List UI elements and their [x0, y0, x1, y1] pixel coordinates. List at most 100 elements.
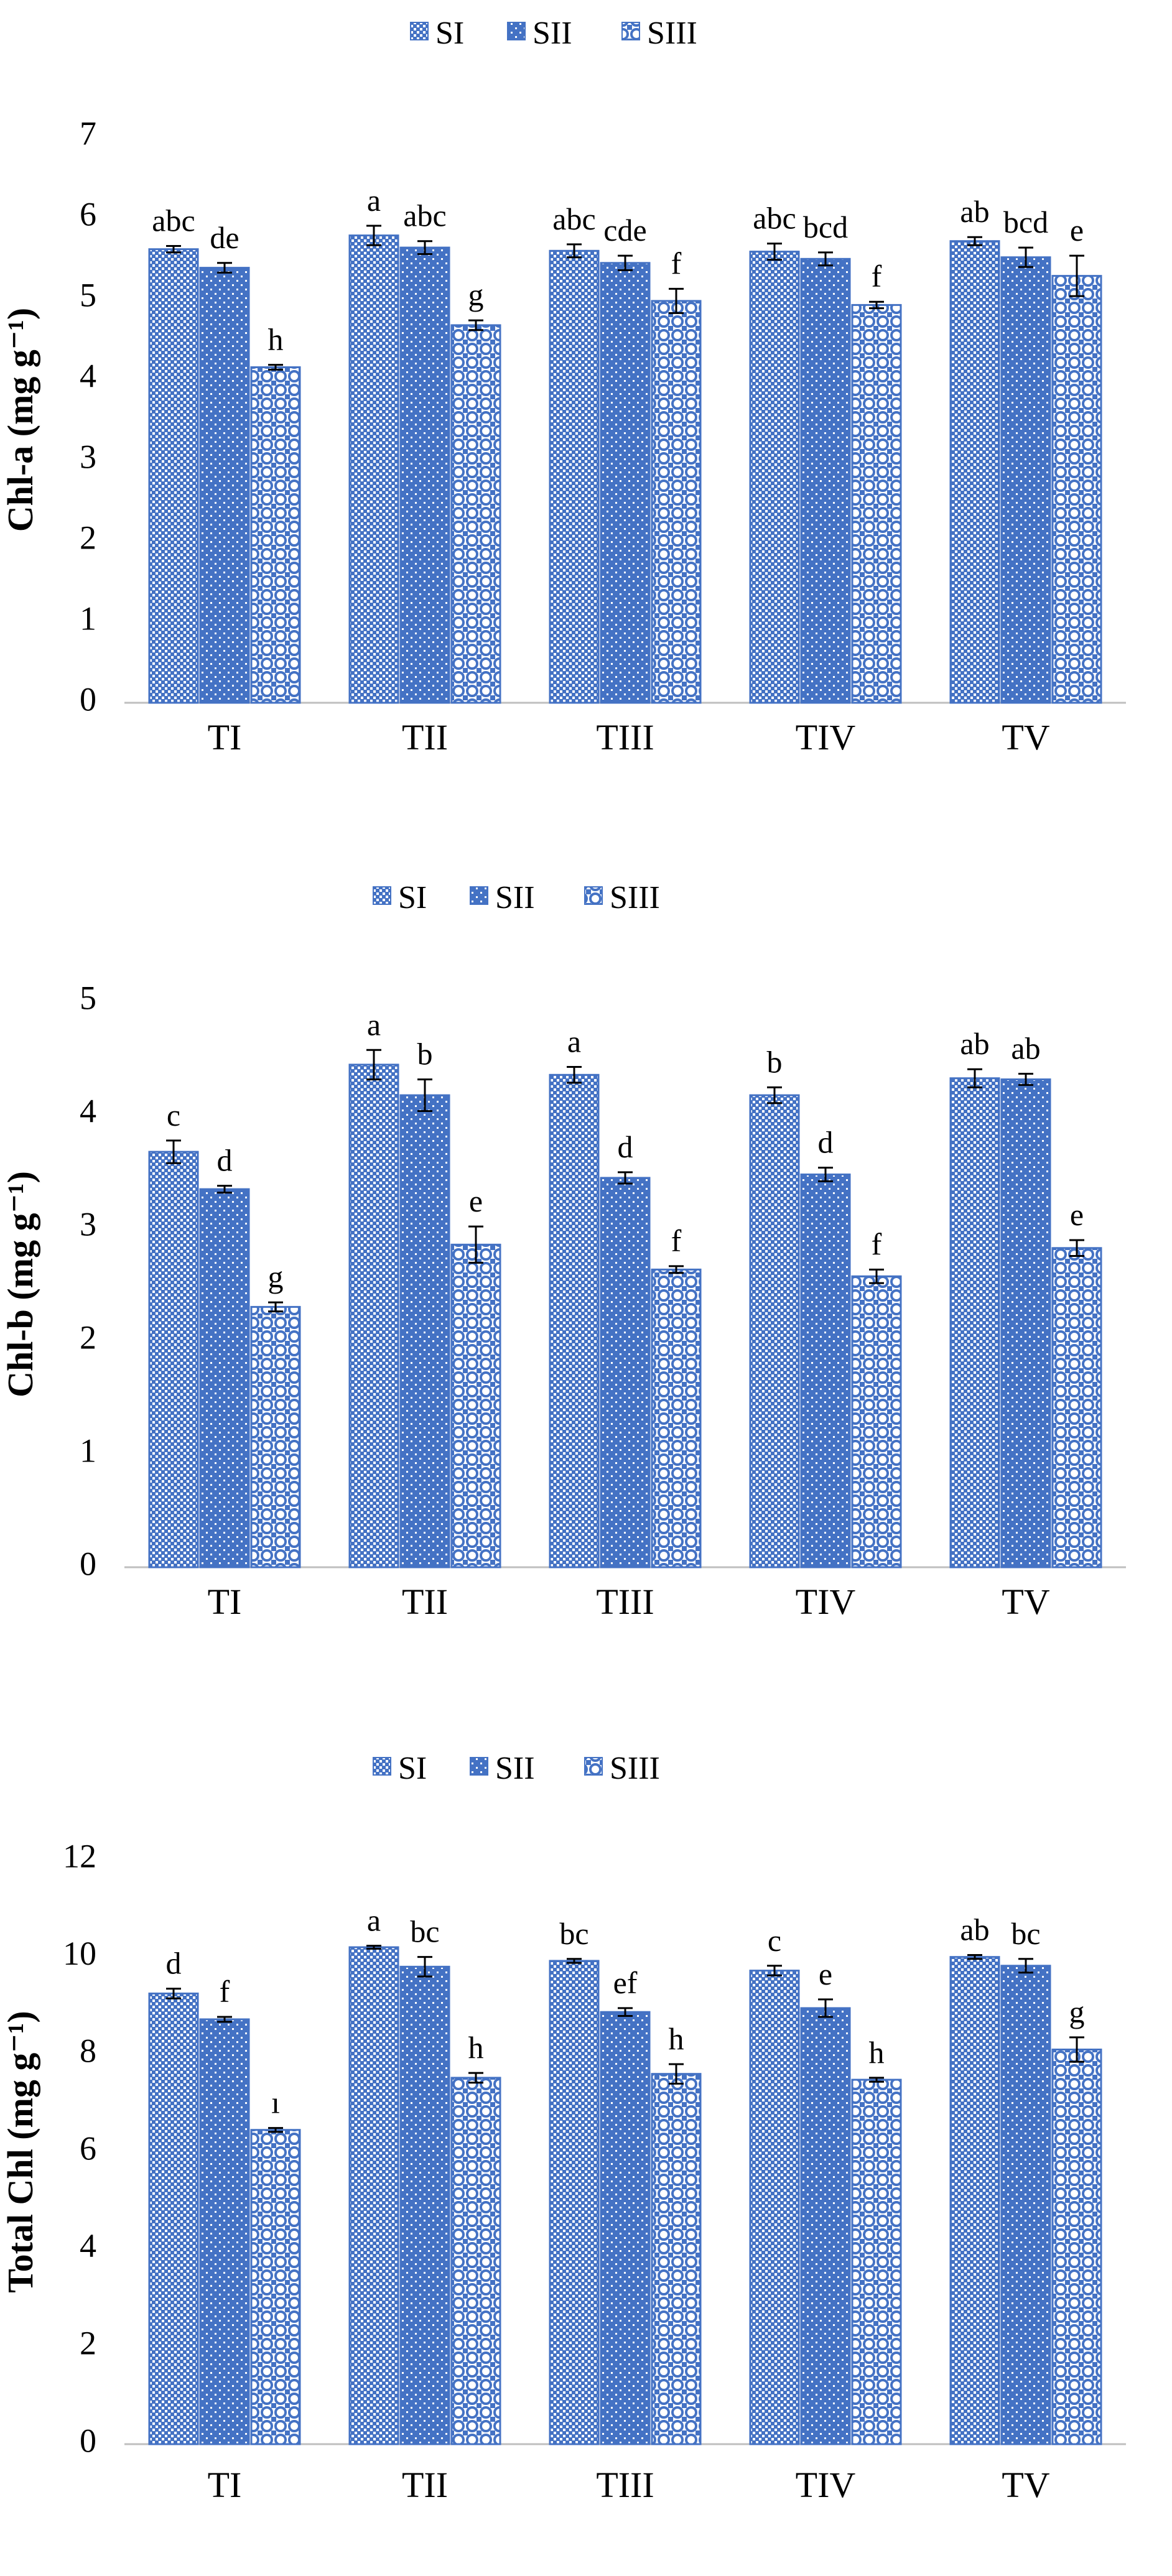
significance-letter: h [268, 322, 284, 357]
error-bar [468, 319, 483, 331]
legend-item-si: SI [373, 880, 427, 915]
y-tick-label: 6 [80, 195, 96, 233]
legend-swatch [373, 1757, 391, 1776]
chart-svg: SI SII SIII 0 2 4 6 8 10 12 Total Chl (mg g⁻¹) d f ı T… [0, 1751, 1126, 2505]
error-bar [869, 300, 884, 310]
error-bar [767, 1965, 782, 1976]
y-axis-title: Chl-b (mg g⁻¹) [0, 1171, 40, 1397]
significance-letter: bc [559, 1916, 588, 1951]
legend-label: SII [495, 880, 535, 915]
y-tick-label: 7 [80, 114, 96, 152]
legend-item-si: SI [410, 16, 464, 51]
significance-letter: f [872, 259, 882, 294]
significance-letter: g [268, 1259, 284, 1294]
legend-label: SI [398, 1751, 427, 1786]
error-bar [869, 1268, 884, 1284]
y-tick-label: 12 [63, 1837, 96, 1874]
bar-siii-tv [1051, 1247, 1102, 1568]
error-bar [967, 1068, 982, 1088]
error-bar [618, 2007, 633, 2017]
bar-siii-tiv [851, 303, 902, 704]
bar-si-tv [949, 1077, 1000, 1568]
significance-letter: e [469, 1184, 483, 1218]
error-bar [1018, 1958, 1033, 1974]
legend-swatch [470, 1757, 488, 1776]
legend-swatch [470, 886, 488, 905]
x-tick-label-tiii: TIII [596, 717, 654, 758]
error-bar [618, 1171, 633, 1185]
error-bar [669, 287, 684, 314]
x-tick-label-tv: TV [1002, 717, 1049, 758]
significance-letter: a [367, 1007, 381, 1042]
significance-letter: f [220, 1974, 230, 2009]
significance-letter: h [669, 2021, 684, 2056]
significance-letter: e [1070, 213, 1084, 248]
x-tick-label-tv: TV [1002, 2465, 1049, 2505]
error-bar [618, 254, 633, 271]
y-tick-label: 4 [80, 2227, 96, 2264]
error-bar [217, 2016, 232, 2023]
y-tick-label: 10 [63, 1935, 96, 1972]
error-bar [869, 2077, 884, 2083]
error-bar [468, 1225, 483, 1264]
error-bar [217, 1185, 232, 1194]
error-bar [166, 1139, 181, 1164]
error-bar [818, 1998, 833, 2018]
x-tick-label-tii: TII [402, 717, 448, 758]
error-bar [818, 1167, 833, 1182]
bar-si-tii [348, 1946, 399, 2445]
legend-item-siii: SIII [584, 880, 660, 915]
chart-chl-a: SI SII SIII 0 1 2 3 4 5 6 7 Chl-a (mg g⁻¹) abc de h TI a… [0, 0, 1172, 827]
bar-siii-tiii [651, 300, 702, 704]
bar-siii-tiii [651, 1268, 702, 1568]
x-tick-label-ti: TI [208, 2465, 242, 2505]
bar-sii-tiv [800, 257, 851, 704]
bar-siii-tii [450, 1243, 501, 1568]
legend-label: SI [398, 880, 427, 915]
error-bar [166, 245, 181, 254]
significance-letter: bc [1011, 1916, 1040, 1951]
bar-siii-ti [250, 2129, 301, 2445]
bar-si-tiv [749, 251, 800, 704]
significance-letter: cde [603, 213, 646, 248]
significance-letter: bcd [803, 210, 848, 244]
y-tick-label: 6 [80, 2129, 96, 2167]
error-bar [567, 1958, 582, 1964]
significance-letter: ab [1011, 1031, 1040, 1065]
bar-si-tiii [549, 1960, 600, 2445]
significance-letter: abc [403, 198, 446, 233]
bar-si-tii [348, 234, 399, 704]
error-bar [1018, 1072, 1033, 1086]
x-tick-label-tiv: TIV [796, 2465, 856, 2505]
bar-si-tiv [749, 1094, 800, 1568]
significance-letter: bc [410, 1914, 439, 1949]
error-bar [567, 1066, 582, 1084]
significance-letter: ab [960, 1026, 989, 1061]
significance-letter: g [468, 277, 484, 312]
legend-item-sii: SII [470, 880, 535, 915]
legend-swatch [584, 1757, 603, 1776]
bar-si-tv [949, 1956, 1000, 2445]
bar-sii-tiii [600, 262, 651, 704]
bar-siii-ti [250, 366, 301, 704]
bar-siii-tv [1051, 275, 1102, 704]
bar-sii-tii [399, 1094, 450, 1568]
error-bar [1069, 1239, 1084, 1257]
x-tick-label-tii: TII [402, 2465, 448, 2505]
error-bar [669, 2063, 684, 2085]
bar-sii-tiii [600, 1177, 651, 1568]
legend-item-si: SI [373, 1751, 427, 1786]
significance-letter: bcd [1003, 205, 1048, 239]
legend-label: SII [495, 1751, 535, 1786]
significance-letter: d [818, 1125, 834, 1160]
bar-sii-ti [199, 1188, 250, 1568]
bar-si-ti [148, 1151, 199, 1568]
significance-letter: d [217, 1143, 233, 1178]
x-tick-label-tiv: TIV [796, 717, 856, 758]
significance-letter: abc [152, 203, 195, 238]
significance-letter: ef [613, 1965, 638, 2000]
bar-sii-ti [199, 2018, 250, 2445]
significance-letter: h [869, 2035, 885, 2070]
